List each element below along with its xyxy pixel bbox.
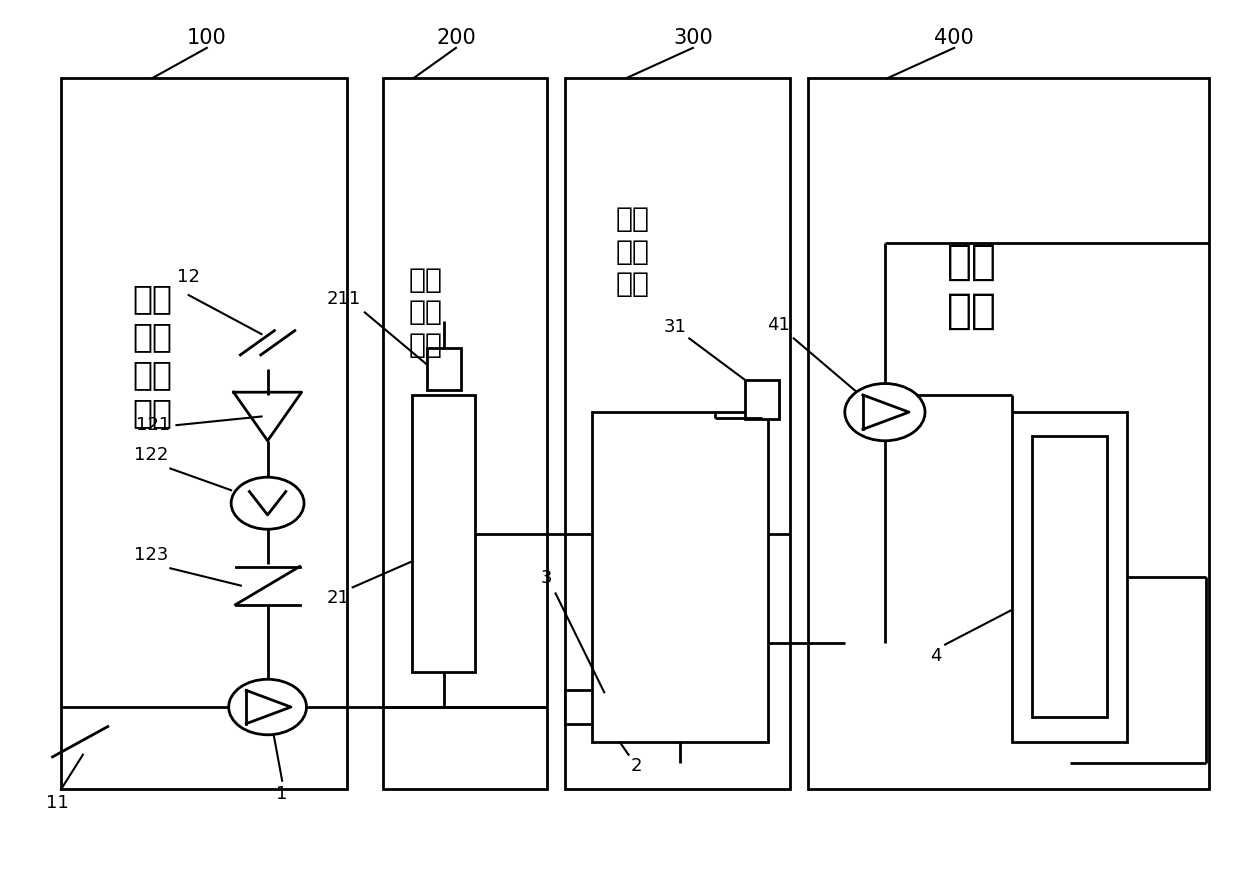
Text: 123: 123 [134, 546, 167, 564]
Bar [1032, 435, 1107, 718]
Bar [564, 689, 595, 724]
Bar [808, 78, 1209, 789]
Bar [412, 395, 475, 673]
Bar [427, 348, 461, 389]
Text: 121: 121 [136, 416, 170, 435]
Bar [591, 412, 769, 742]
Text: 气液
分离
单元: 气液 分离 单元 [615, 205, 650, 298]
Text: 31: 31 [663, 318, 687, 335]
Text: 脱气
单元: 脱气 单元 [947, 241, 997, 332]
Text: 4: 4 [930, 647, 941, 666]
Circle shape [228, 680, 306, 735]
Circle shape [844, 383, 925, 441]
Text: 400: 400 [934, 28, 975, 48]
Text: 122: 122 [134, 446, 167, 464]
Bar [565, 78, 790, 789]
Text: 2: 2 [631, 758, 642, 775]
Text: 300: 300 [673, 28, 713, 48]
Bar [61, 78, 346, 789]
Text: 11: 11 [46, 794, 68, 812]
Text: 100: 100 [187, 28, 227, 48]
Bar [745, 380, 779, 419]
Text: 12: 12 [177, 268, 200, 287]
Text: 200: 200 [436, 28, 476, 48]
Text: 21: 21 [326, 589, 348, 607]
Text: 减压
释放
单元: 减压 释放 单元 [408, 266, 443, 358]
Text: 3: 3 [541, 569, 552, 587]
Bar [1012, 412, 1127, 742]
Bar [383, 78, 547, 789]
Text: 高纯
气体
加压
单元: 高纯 气体 加压 单元 [133, 282, 172, 429]
Text: 1: 1 [277, 785, 288, 803]
Text: 41: 41 [768, 316, 790, 334]
Text: 211: 211 [327, 290, 361, 308]
Circle shape [231, 477, 304, 529]
